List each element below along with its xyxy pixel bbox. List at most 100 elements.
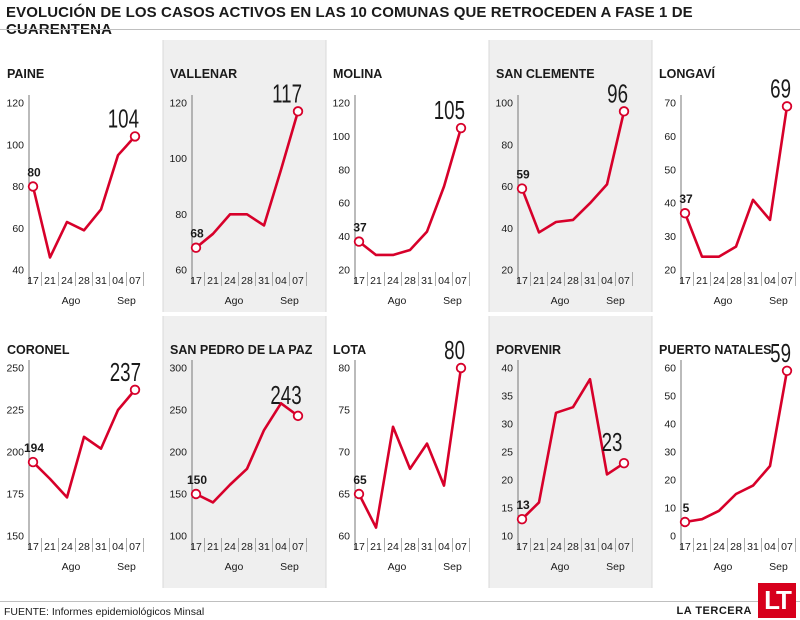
x-tick-label: 07: [292, 541, 304, 553]
y-tick-label: 70: [338, 447, 350, 459]
x-tick-label: 31: [584, 541, 596, 553]
data-label-last: 237: [110, 357, 141, 387]
data-label-first: 37: [353, 221, 367, 235]
data-point-marker: [353, 488, 365, 500]
x-tick-label: 28: [567, 541, 579, 553]
x-tick-label: 24: [550, 541, 562, 553]
y-tick-label: 15: [501, 503, 513, 515]
x-tick-label: 17: [679, 275, 691, 287]
y-tick-label: 120: [169, 98, 187, 110]
x-month-label: Sep: [280, 561, 299, 573]
x-tick-label: 07: [781, 275, 793, 287]
y-tick-label: 40: [664, 419, 676, 431]
y-tick-label: 25: [501, 447, 513, 459]
chart-title-puerto-natales: PUERTO NATALES: [659, 343, 772, 357]
data-point-marker: [781, 101, 793, 112]
x-tick-label: 31: [747, 275, 759, 287]
data-point-marker: [679, 208, 691, 219]
panel-bg-san-clemente: [489, 40, 652, 312]
data-point-marker: [129, 131, 141, 142]
series-line-coronel: [31, 388, 137, 499]
x-tick-label: 24: [224, 541, 236, 553]
y-tick-label: 60: [664, 363, 676, 375]
x-tick-label: 04: [275, 275, 287, 287]
y-tick-label: 225: [6, 405, 24, 417]
x-tick-label: 28: [567, 275, 579, 287]
data-point-marker: [27, 456, 39, 468]
panel-bg-san-pedro-de-la-paz: [163, 316, 326, 588]
series-line-puerto-natales: [683, 369, 789, 524]
data-label-first: 65: [353, 473, 367, 487]
y-tick-label: 60: [338, 198, 350, 210]
data-label-last: 23: [602, 427, 623, 457]
data-label-last: 69: [770, 73, 791, 103]
x-tick-label: 21: [207, 275, 219, 287]
title-divider: [0, 29, 800, 30]
y-tick-label: 200: [169, 447, 187, 459]
x-tick-label: 04: [764, 275, 776, 287]
y-tick-label: 75: [338, 405, 350, 417]
x-month-label: Sep: [443, 561, 462, 573]
y-tick-label: 80: [338, 164, 350, 176]
x-month-label: Ago: [62, 295, 81, 307]
x-tick-label: 24: [61, 275, 73, 287]
x-tick-label: 31: [421, 541, 433, 553]
y-tick-label: 20: [501, 475, 513, 487]
x-tick-label: 07: [129, 275, 141, 287]
x-month-label: Ago: [551, 295, 570, 307]
x-tick-label: 17: [679, 541, 691, 553]
y-tick-label: 0: [670, 531, 676, 543]
x-tick-label: 17: [27, 541, 39, 553]
x-tick-label: 28: [730, 541, 742, 553]
x-tick-label: 07: [618, 275, 630, 287]
x-month-label: Ago: [225, 561, 244, 573]
x-tick-label: 28: [241, 541, 253, 553]
y-tick-label: 70: [664, 98, 676, 110]
x-tick-label: 31: [258, 541, 270, 553]
x-tick-label: 04: [438, 541, 450, 553]
chart-title-san-clemente: SAN CLEMENTE: [496, 67, 595, 81]
x-tick-label: 31: [584, 275, 596, 287]
y-tick-label: 175: [6, 489, 24, 501]
y-tick-label: 100: [495, 98, 513, 110]
x-month-label: Sep: [117, 295, 136, 307]
x-tick-label: 07: [455, 541, 467, 553]
x-tick-label: 24: [713, 541, 725, 553]
y-tick-label: 60: [338, 531, 350, 543]
chart-title-porvenir: PORVENIR: [496, 343, 561, 357]
y-tick-label: 40: [664, 198, 676, 210]
y-tick-label: 20: [338, 265, 350, 277]
x-tick-label: 28: [241, 275, 253, 287]
y-tick-label: 120: [6, 98, 24, 110]
data-point-marker: [292, 106, 304, 117]
x-tick-label: 28: [78, 275, 90, 287]
x-tick-label: 07: [618, 541, 630, 553]
data-point-marker: [292, 410, 304, 422]
x-tick-label: 04: [112, 541, 124, 553]
data-point-marker: [455, 122, 467, 134]
x-month-label: Sep: [443, 295, 462, 307]
series-line-longavi: [683, 105, 789, 258]
x-tick-label: 24: [387, 275, 399, 287]
data-label-first: 37: [679, 192, 693, 206]
x-tick-label: 04: [438, 275, 450, 287]
x-month-label: Sep: [606, 295, 625, 307]
data-point-marker: [129, 384, 141, 396]
x-tick-label: 21: [370, 275, 382, 287]
data-label-first: 59: [516, 168, 530, 182]
x-tick-label: 24: [61, 541, 73, 553]
x-tick-label: 31: [747, 541, 759, 553]
x-tick-label: 21: [44, 541, 56, 553]
x-tick-label: 04: [112, 275, 124, 287]
x-tick-label: 04: [601, 541, 613, 553]
x-month-label: Sep: [280, 295, 299, 307]
y-tick-label: 10: [501, 531, 513, 543]
x-tick-label: 31: [95, 275, 107, 287]
brand-logo: LT: [758, 583, 796, 618]
data-label-last: 96: [607, 78, 628, 108]
x-month-label: Ago: [551, 561, 570, 573]
y-tick-label: 80: [12, 181, 24, 193]
x-tick-label: 04: [764, 541, 776, 553]
series-line-vallenar: [194, 110, 300, 250]
x-tick-label: 07: [781, 541, 793, 553]
